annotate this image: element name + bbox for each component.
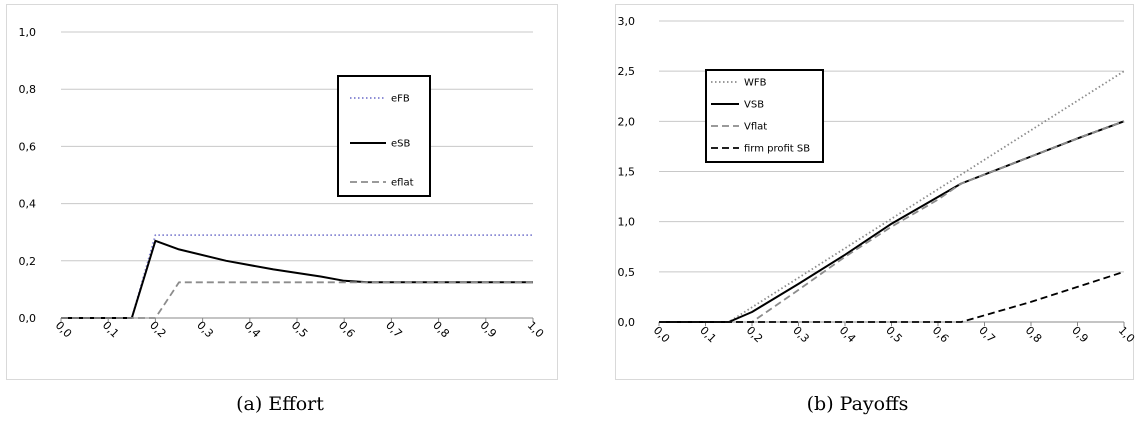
y-tick-label: 1,0: [618, 216, 636, 229]
y-tick-label: 1,5: [618, 166, 636, 179]
x-tick-label: 0,0: [651, 324, 673, 346]
y-tick-label: 1,0: [19, 26, 37, 39]
y-tick-label: 0,0: [618, 316, 636, 329]
x-tick-label: 0,9: [477, 319, 499, 341]
effort-chart-panel: 0,0 0,2 0,4 0,6 0,8 1,0 0,0 0,1 0,2 0,3 0,4 0,5 0,6 0…: [0, 0, 560, 427]
chart-caption: (b) Payoffs: [806, 393, 909, 415]
x-tick-label: 0,6: [336, 319, 358, 341]
x-tick-label: 0,7: [383, 319, 405, 341]
x-tick-label: 0,5: [883, 324, 905, 346]
payoffs-chart-panel: 0,0 0,5 1,0 1,5 2,0 2,5 3,0 0,0 0,1 0,2 0,3 0,4 0,5 0…: [575, 0, 1140, 427]
x-tick-label: 0,2: [147, 319, 169, 341]
x-tick-label: 1,0: [1116, 324, 1138, 346]
y-tick-label: 2,5: [618, 65, 636, 78]
series-line-esb: [61, 239, 533, 319]
y-tick-label: 0,6: [19, 140, 37, 153]
x-tick-label: 0,6: [930, 324, 952, 346]
x-tick-label: 0,0: [53, 319, 75, 341]
x-tick-label: 1,0: [525, 319, 547, 341]
x-tick-label: 0,4: [837, 324, 859, 346]
x-tick-label: 0,5: [289, 319, 311, 341]
y-tick-label: 0,2: [19, 255, 37, 268]
legend-label: VSB: [744, 100, 764, 111]
x-tick-label: 0,9: [1069, 324, 1091, 346]
x-tick-label: 0,7: [976, 324, 998, 346]
payoffs-chart: 0,0 0,5 1,0 1,5 2,0 2,5 3,0 0,0 0,1 0,2 0,3 0,4 0,5 0…: [618, 15, 1138, 346]
series-line-firm-profit-sb: [659, 270, 1125, 323]
legend-label: firm profit SB: [744, 144, 810, 155]
legend-box: [705, 69, 824, 163]
chart-caption: (a) Effort: [236, 393, 324, 415]
legend-label: WFB: [744, 78, 767, 89]
x-tick-label: 0,8: [430, 319, 452, 341]
x-tick-label: 0,2: [744, 324, 766, 346]
x-tick-label: 0,3: [194, 319, 216, 341]
x-tick-label: 0,1: [697, 324, 719, 346]
y-tick-label: 0,0: [19, 312, 37, 325]
y-tick-label: 0,4: [19, 198, 37, 211]
legend-label: eFB: [391, 94, 410, 105]
series-line-efb: [61, 234, 533, 319]
y-tick-label: 2,0: [618, 115, 636, 128]
series-line-eflat: [61, 281, 533, 319]
series-line-vflat: [659, 120, 1125, 323]
x-tick-label: 0,8: [1023, 324, 1045, 346]
chart-frame: [615, 4, 1134, 380]
y-tick-label: 3,0: [618, 15, 636, 28]
effort-chart: 0,0 0,2 0,4 0,6 0,8 1,0 0,0 0,1 0,2 0,3 0,4 0,5 0,6 0…: [19, 26, 547, 341]
x-tick-label: 0,4: [241, 319, 263, 341]
x-tick-label: 0,1: [100, 319, 122, 341]
legend-label: eflat: [391, 178, 414, 189]
legend-label: Vflat: [744, 122, 767, 133]
y-tick-label: 0,8: [19, 83, 37, 96]
legend-label: eSB: [391, 139, 411, 150]
y-tick-label: 0,5: [618, 266, 636, 279]
legend-box: [337, 75, 431, 197]
x-tick-label: 0,3: [790, 324, 812, 346]
